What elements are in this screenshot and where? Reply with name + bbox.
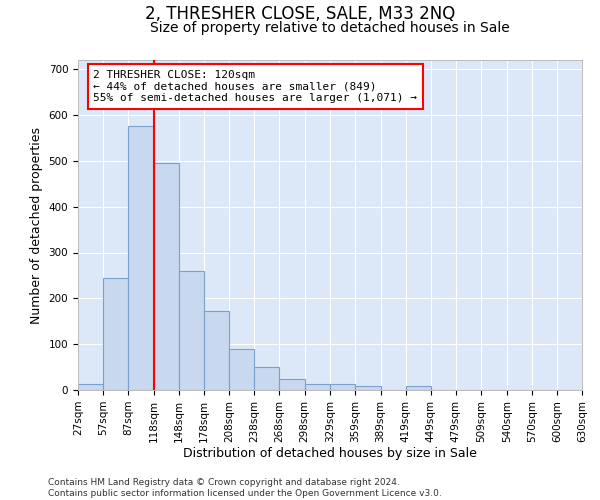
Text: 2 THRESHER CLOSE: 120sqm
← 44% of detached houses are smaller (849)
55% of semi-: 2 THRESHER CLOSE: 120sqm ← 44% of detach… bbox=[93, 70, 417, 103]
Y-axis label: Number of detached properties: Number of detached properties bbox=[30, 126, 43, 324]
Bar bbox=[355, 386, 380, 390]
Bar bbox=[331, 384, 355, 390]
Bar bbox=[78, 384, 103, 390]
Bar bbox=[204, 311, 229, 390]
Text: 2, THRESHER CLOSE, SALE, M33 2NQ: 2, THRESHER CLOSE, SALE, M33 2NQ bbox=[145, 5, 455, 23]
Bar bbox=[179, 271, 204, 390]
Bar bbox=[154, 163, 179, 390]
Bar bbox=[305, 384, 331, 390]
Bar bbox=[103, 278, 128, 390]
Bar bbox=[280, 378, 305, 390]
Bar bbox=[406, 386, 431, 390]
Text: Contains HM Land Registry data © Crown copyright and database right 2024.
Contai: Contains HM Land Registry data © Crown c… bbox=[48, 478, 442, 498]
Title: Size of property relative to detached houses in Sale: Size of property relative to detached ho… bbox=[150, 21, 510, 35]
Bar bbox=[128, 126, 154, 390]
Bar bbox=[254, 367, 280, 390]
X-axis label: Distribution of detached houses by size in Sale: Distribution of detached houses by size … bbox=[183, 448, 477, 460]
Bar bbox=[229, 349, 254, 390]
